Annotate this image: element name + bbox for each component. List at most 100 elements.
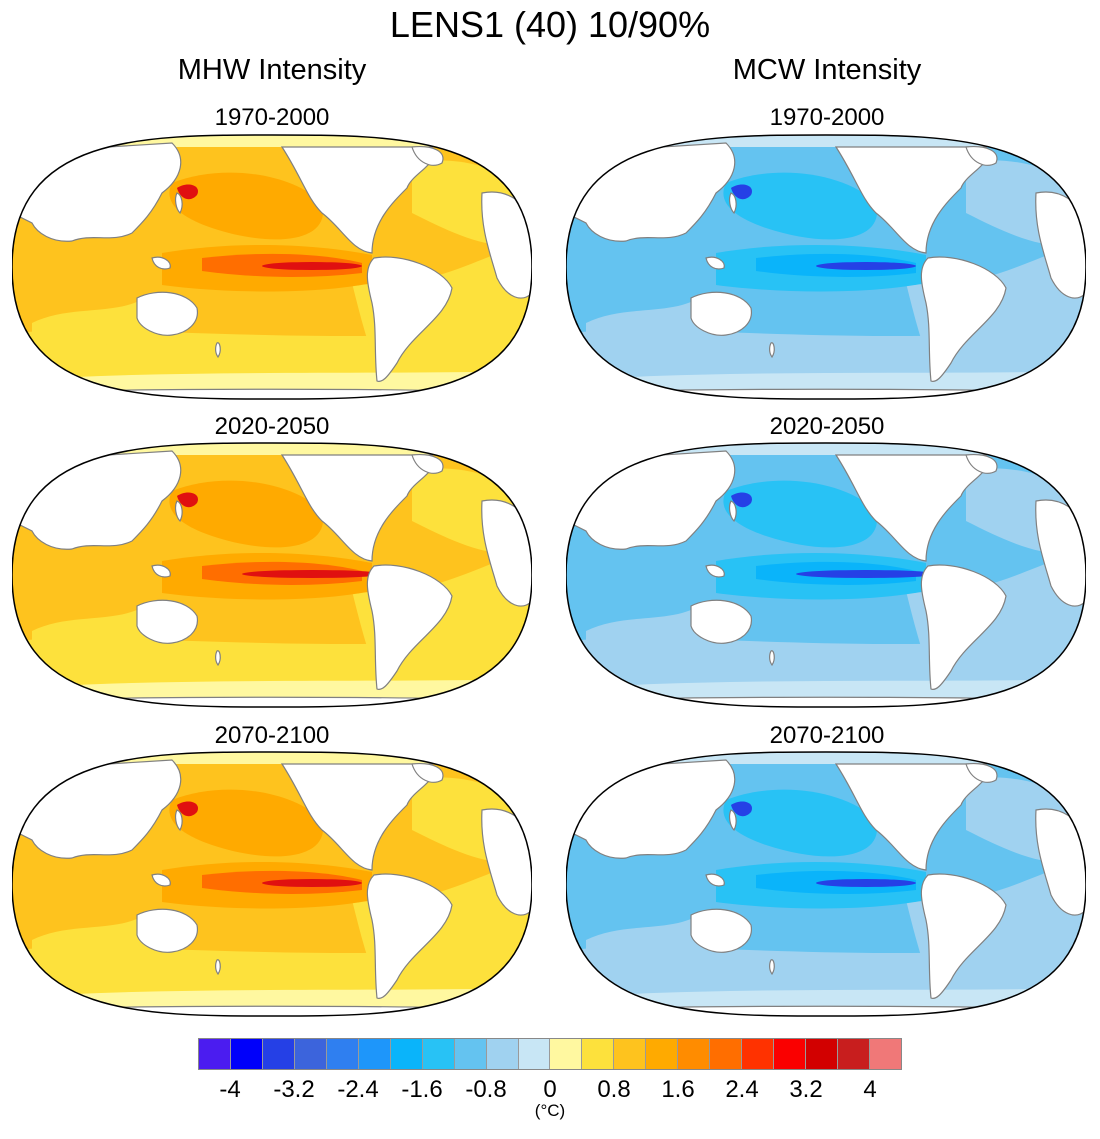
colorbar-tick-label: 0.8	[597, 1076, 631, 1103]
map-frame	[566, 751, 1086, 1017]
column-title-mhw: MHW Intensity	[177, 54, 367, 86]
ocean-field	[12, 752, 532, 1016]
map-mcw-1970-2000	[566, 134, 1086, 400]
colorbar-box-7	[422, 1039, 455, 1069]
colorbar-box-17	[742, 1039, 775, 1069]
colorbar	[198, 1038, 902, 1070]
colorbar-box-20	[838, 1039, 871, 1069]
ocean-field	[12, 443, 532, 707]
land-north-america	[834, 146, 989, 254]
land-south-america	[366, 873, 453, 1000]
kuroshio-max	[731, 184, 752, 200]
kuroshio-max	[177, 184, 198, 200]
map-frame	[566, 134, 1086, 400]
kuroshio-max	[177, 801, 198, 817]
land-south-america	[920, 873, 1007, 1000]
colorbar-box-18	[774, 1039, 807, 1069]
north-pacific-max	[723, 789, 878, 857]
land-south-america	[920, 564, 1007, 691]
land-new-zealand	[215, 342, 221, 359]
land-japan	[728, 500, 737, 523]
land-north-america	[834, 763, 989, 871]
north-pacific-max	[169, 480, 324, 548]
colorbar-box-5	[358, 1039, 391, 1069]
colorbar-box-4	[326, 1039, 359, 1069]
enso-max	[262, 262, 362, 270]
land-indonesia	[151, 256, 171, 270]
land-indonesia	[705, 256, 725, 270]
indian-band	[32, 910, 162, 964]
land-greenland	[411, 146, 444, 166]
map-mcw-2070-2100	[566, 751, 1086, 1017]
land-new-zealand	[769, 959, 775, 976]
north-pacific-max	[169, 172, 324, 240]
land-south-america	[920, 256, 1007, 383]
land-north-america	[280, 454, 435, 562]
colorbar-box-15	[678, 1039, 711, 1069]
colorbar-box-16	[710, 1039, 743, 1069]
land-indonesia	[705, 873, 725, 887]
enso-max	[816, 879, 916, 887]
colorbar-box-8	[454, 1039, 487, 1069]
panel-title-mcw-1: 1970-2000	[769, 104, 885, 131]
colorbar-box-3	[294, 1039, 327, 1069]
land-north-america	[280, 763, 435, 871]
land-south-america	[366, 564, 453, 691]
land-australia	[136, 291, 199, 336]
land-japan	[174, 809, 183, 832]
kuroshio-max	[731, 492, 752, 508]
colorbar-units: (°C)	[534, 1101, 566, 1120]
panel-title-mcw-3: 2070-2100	[769, 722, 885, 749]
colorbar-box-13	[614, 1039, 647, 1069]
panel-title-mhw-2: 2020-2050	[214, 413, 330, 440]
land-japan	[728, 192, 737, 215]
panel-title-mcw-2: 2020-2050	[769, 413, 885, 440]
column-title-mcw: MCW Intensity	[732, 54, 922, 86]
indian-band	[32, 293, 162, 347]
panel-title-mhw-1: 1970-2000	[214, 104, 330, 131]
map-mcw-2020-2050	[566, 442, 1086, 708]
land-australia	[136, 908, 199, 953]
land-new-zealand	[215, 650, 221, 667]
colorbar-box-14	[646, 1039, 679, 1069]
land-new-zealand	[769, 650, 775, 667]
indian-band	[586, 601, 716, 655]
land-north-america	[834, 454, 989, 562]
colorbar-tick-label: 4	[863, 1076, 877, 1103]
map-frame	[12, 134, 532, 400]
land-japan	[174, 500, 183, 523]
colorbar-tick-label: 3.2	[789, 1076, 823, 1103]
enso-max	[816, 262, 916, 270]
ocean-field	[566, 443, 1086, 707]
ocean-field	[566, 752, 1086, 1016]
land-indonesia	[705, 564, 725, 578]
indian-band	[586, 910, 716, 964]
land-indonesia	[151, 873, 171, 887]
colorbar-box-10	[518, 1039, 551, 1069]
land-japan	[174, 192, 183, 215]
map-mhw-1970-2000	[12, 134, 532, 400]
indian-band	[586, 293, 716, 347]
figure-title: LENS1 (40) 10/90%	[389, 4, 711, 45]
colorbar-box-6	[390, 1039, 423, 1069]
map-frame	[12, 751, 532, 1017]
colorbar-box-12	[582, 1039, 615, 1069]
map-mhw-2020-2050	[12, 442, 532, 708]
enso-max	[796, 570, 936, 578]
land-greenland	[965, 454, 998, 474]
land-greenland	[965, 146, 998, 166]
map-frame	[566, 442, 1086, 708]
kuroshio-max	[731, 801, 752, 817]
map-mhw-2070-2100	[12, 751, 532, 1017]
land-north-america	[280, 146, 435, 254]
land-south-america	[366, 256, 453, 383]
ocean-field	[566, 135, 1086, 399]
land-japan	[728, 809, 737, 832]
enso-max	[242, 570, 382, 578]
land-greenland	[411, 763, 444, 783]
north-pacific-max	[723, 480, 878, 548]
colorbar-box-1	[230, 1039, 263, 1069]
indian-band	[32, 601, 162, 655]
land-australia	[690, 908, 753, 953]
land-new-zealand	[215, 959, 221, 976]
